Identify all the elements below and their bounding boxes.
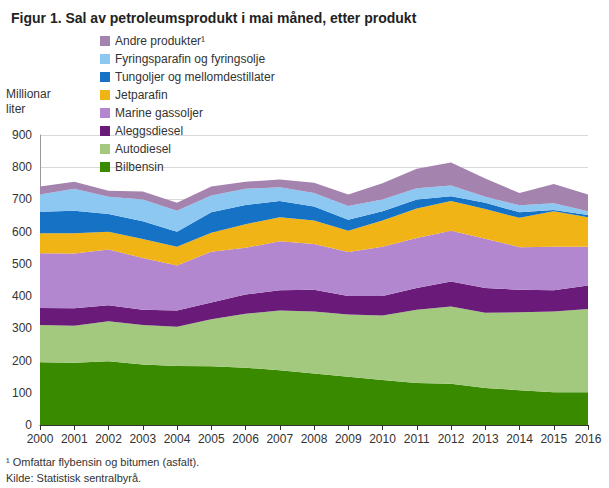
svg-text:2005: 2005 xyxy=(198,432,225,446)
svg-text:700: 700 xyxy=(12,192,32,206)
svg-text:2011: 2011 xyxy=(404,432,430,446)
svg-text:liter: liter xyxy=(6,102,25,116)
svg-text:¹ Omfattar flybensin og bitume: ¹ Omfattar flybensin og bitumen (asfalt)… xyxy=(6,456,199,468)
svg-text:Figur 1. Sal av petroleumsprod: Figur 1. Sal av petroleumsprodukt i mai … xyxy=(11,10,417,26)
svg-text:2013: 2013 xyxy=(472,432,499,446)
svg-text:Bilbensin: Bilbensin xyxy=(115,160,164,174)
svg-text:Jetparafin: Jetparafin xyxy=(115,88,168,102)
svg-text:Autodiesel: Autodiesel xyxy=(115,142,171,156)
svg-text:2012: 2012 xyxy=(438,432,465,446)
svg-text:200: 200 xyxy=(12,354,32,368)
svg-text:2000: 2000 xyxy=(27,432,54,446)
svg-text:400: 400 xyxy=(12,289,32,303)
svg-text:2010: 2010 xyxy=(369,432,396,446)
svg-text:Tungoljer og mellomdestillater: Tungoljer og mellomdestillater xyxy=(115,70,275,84)
svg-text:2007: 2007 xyxy=(266,432,293,446)
svg-text:2009: 2009 xyxy=(335,432,362,446)
svg-text:Andre produkter¹: Andre produkter¹ xyxy=(115,34,205,48)
svg-text:600: 600 xyxy=(12,225,32,239)
svg-text:300: 300 xyxy=(12,321,32,335)
svg-text:800: 800 xyxy=(12,160,32,174)
svg-text:2008: 2008 xyxy=(301,432,328,446)
svg-text:Kilde: Statistisk sentralbyrå.: Kilde: Statistisk sentralbyrå. xyxy=(6,472,141,484)
svg-text:0: 0 xyxy=(25,418,32,432)
svg-text:2004: 2004 xyxy=(164,432,191,446)
svg-text:2015: 2015 xyxy=(540,432,567,446)
svg-text:500: 500 xyxy=(12,257,32,271)
svg-text:Aleggsdiesel: Aleggsdiesel xyxy=(115,124,183,138)
svg-text:2002: 2002 xyxy=(95,432,122,446)
svg-text:2003: 2003 xyxy=(129,432,156,446)
svg-text:2001: 2001 xyxy=(61,432,88,446)
svg-text:2016: 2016 xyxy=(575,432,602,446)
svg-text:100: 100 xyxy=(12,386,32,400)
svg-text:2014: 2014 xyxy=(506,432,533,446)
svg-text:Fyringsparafin og fyringsolje: Fyringsparafin og fyringsolje xyxy=(115,52,265,66)
svg-text:900: 900 xyxy=(12,128,32,142)
svg-text:Marine gassoljer: Marine gassoljer xyxy=(115,106,203,120)
svg-text:Millionar: Millionar xyxy=(6,87,51,101)
svg-text:2006: 2006 xyxy=(232,432,259,446)
